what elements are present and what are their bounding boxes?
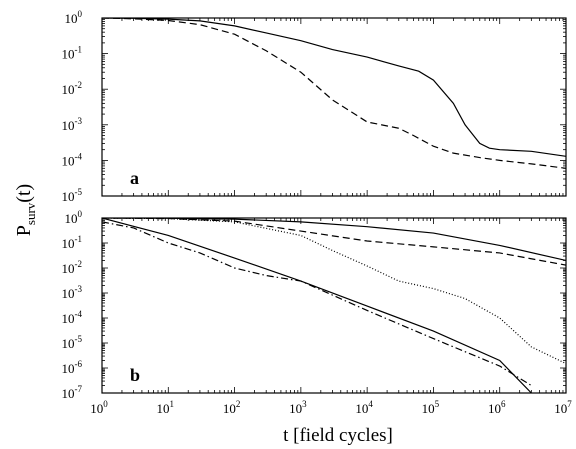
panel-b-x-tick-label: 101 [157,399,175,416]
x-axis-title: t [field cycles] [283,425,393,446]
y-axis-title-main: P [13,225,35,236]
panel-b-series-2-dashed-line [102,218,566,266]
panel-b-series-4-solid-line [102,218,532,393]
panel-a-y-tick-label: 10-3 [62,116,83,133]
panel-b-y-tick-label: 10-5 [62,334,83,351]
panel-a-y-tick-label: 10-4 [62,151,83,168]
panel-b-y-tick-label: 10-6 [62,359,83,376]
panel-b-y-tick-label: 10-7 [62,384,83,401]
panel-b-frame [101,217,567,394]
panel-a: 10-5 10-4 10-3 10-2 10-1 100 a [62,9,567,204]
panel-b-y-tick-label: 10-4 [62,309,83,326]
panel-a-label: a [130,168,139,188]
panel-b-series-1-solid-line [102,218,566,262]
panel-a-y-tick-label: 10-1 [62,45,83,62]
panel-b: 10-7 10-6 10-5 10-4 10-3 10-2 10-1 100 100 101 102… [62,209,573,416]
panel-a-ticks [101,17,567,197]
y-axis-title-arg: (t) [13,184,35,203]
panel-a-y-tick-label: 10-2 [62,80,83,97]
panel-b-y-tick-label: 10-3 [62,284,83,301]
panel-a-series-1-solid-line [102,18,566,157]
panel-a-series-2-dashed-line [102,18,566,169]
panel-b-y-tick-label: 10-1 [62,234,83,251]
panel-b-y-tick-label: 100 [65,209,83,226]
panel-b-x-tick-label: 107 [554,399,572,416]
panel-b-x-tick-label: 106 [488,399,506,416]
panel-a-y-tick-label: 10-5 [62,187,83,204]
panel-b-series-3-dotted-line [102,218,566,365]
y-axis-title-sub: surv [23,202,38,225]
panel-a-frame [101,17,567,197]
panel-b-x-tick-label: 100 [90,399,108,416]
panel-b-label: b [130,365,140,385]
panel-b-y-tick-label: 10-2 [62,259,83,276]
y-axis-title: Psurv(t) [13,184,38,236]
panel-b-series-5-dashdot-line [102,221,532,386]
panel-b-x-tick-label: 103 [289,399,307,416]
panel-b-x-tick-label: 104 [355,399,373,416]
panel-b-x-tick-label: 105 [422,399,440,416]
panel-b-x-tick-label: 102 [223,399,241,416]
panel-a-y-tick-label: 100 [65,9,83,26]
